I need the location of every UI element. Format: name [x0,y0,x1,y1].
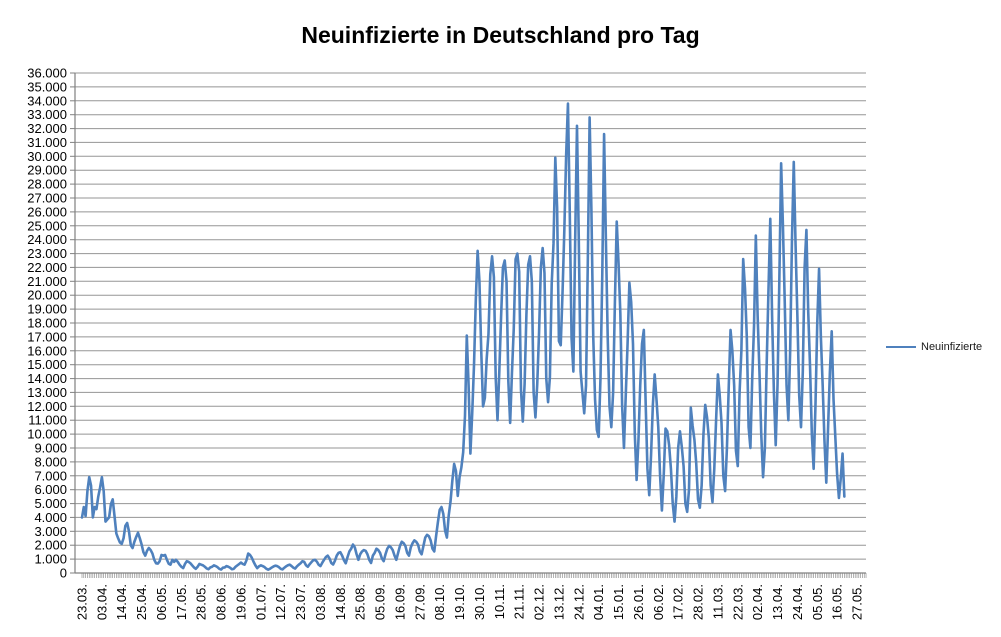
svg-text:32.000: 32.000 [27,121,67,136]
svg-text:34.000: 34.000 [27,93,67,108]
svg-text:19.06.: 19.06. [233,584,248,620]
svg-text:23.07.: 23.07. [293,584,308,620]
svg-text:16.05.: 16.05. [830,584,845,620]
svg-text:24.04.: 24.04. [790,584,805,620]
svg-text:9.000: 9.000 [34,441,67,456]
svg-text:10.000: 10.000 [27,427,67,442]
svg-text:01.07.: 01.07. [253,584,268,620]
chart-title: Neuinfizierte in Deutschland pro Tag [301,22,700,48]
svg-text:28.05.: 28.05. [194,584,209,620]
svg-text:4.000: 4.000 [34,510,67,525]
svg-text:8.000: 8.000 [34,454,67,469]
svg-text:02.12.: 02.12. [532,584,547,620]
svg-text:28.02.: 28.02. [691,584,706,620]
svg-text:23.000: 23.000 [27,246,67,261]
svg-text:33.000: 33.000 [27,107,67,122]
svg-text:24.12.: 24.12. [571,584,586,620]
svg-text:22.03.: 22.03. [730,584,745,620]
svg-text:27.05.: 27.05. [850,584,865,620]
y-axis-ticks [70,72,75,574]
svg-text:25.08.: 25.08. [353,584,368,620]
svg-text:29.000: 29.000 [27,163,67,178]
svg-text:08.06.: 08.06. [214,584,229,620]
svg-text:13.000: 13.000 [27,385,67,400]
svg-text:14.000: 14.000 [27,371,67,386]
svg-text:2.000: 2.000 [34,538,67,553]
svg-text:30.10.: 30.10. [472,584,487,620]
svg-text:6.000: 6.000 [34,482,67,497]
svg-text:7.000: 7.000 [34,468,67,483]
svg-text:19.10.: 19.10. [452,584,467,620]
svg-text:22.000: 22.000 [27,260,67,275]
svg-text:06.05.: 06.05. [154,584,169,620]
svg-text:36.000: 36.000 [27,66,67,81]
svg-text:35.000: 35.000 [27,79,67,94]
svg-text:26.000: 26.000 [27,204,67,219]
svg-text:05.09.: 05.09. [373,584,388,620]
svg-text:05.05.: 05.05. [810,584,825,620]
svg-text:17.000: 17.000 [27,329,67,344]
svg-text:03.04.: 03.04. [94,584,109,620]
svg-text:20.000: 20.000 [27,288,67,303]
svg-text:04.01.: 04.01. [591,584,606,620]
svg-text:06.02.: 06.02. [651,584,666,620]
svg-text:16.09.: 16.09. [392,584,407,620]
svg-text:03.08.: 03.08. [313,584,328,620]
svg-text:18.000: 18.000 [27,316,67,331]
svg-text:3.000: 3.000 [34,524,67,539]
gridlines [75,72,866,560]
svg-text:11.03.: 11.03. [710,584,725,619]
svg-text:13.12.: 13.12. [551,584,566,620]
svg-text:08.10.: 08.10. [432,584,447,620]
svg-text:30.000: 30.000 [27,149,67,164]
x-axis-ticks [81,573,867,578]
svg-text:21.11.: 21.11. [512,584,527,619]
svg-text:02.04.: 02.04. [750,584,765,620]
svg-text:21.000: 21.000 [27,274,67,289]
svg-text:14.08.: 14.08. [333,584,348,620]
svg-text:17.02.: 17.02. [671,584,686,620]
svg-text:26.01.: 26.01. [631,584,646,620]
legend-line-swatch [886,346,916,348]
svg-text:25.04.: 25.04. [134,584,149,620]
svg-text:5.000: 5.000 [34,496,67,511]
svg-text:16.000: 16.000 [27,343,67,358]
svg-text:1.000: 1.000 [34,552,67,567]
svg-text:28.000: 28.000 [27,177,67,192]
svg-text:0: 0 [60,566,67,581]
svg-text:24.000: 24.000 [27,232,67,247]
svg-text:23.03.: 23.03. [75,584,90,620]
svg-text:19.000: 19.000 [27,302,67,317]
legend-series-label: Neuinfizierte [921,341,983,353]
svg-text:27.000: 27.000 [27,191,67,206]
data-line-neuinfizierte [80,102,846,571]
svg-text:15.000: 15.000 [27,357,67,372]
svg-text:31.000: 31.000 [27,135,67,150]
svg-text:14.04.: 14.04. [114,584,129,620]
svg-text:10.11.: 10.11. [492,584,507,619]
svg-text:25.000: 25.000 [27,218,67,233]
svg-text:27.09.: 27.09. [412,584,427,620]
svg-text:13.04.: 13.04. [770,584,785,620]
legend: Neuinfizierte [886,341,982,353]
svg-text:12.000: 12.000 [27,399,67,414]
svg-text:11.000: 11.000 [28,413,67,428]
svg-text:17.05.: 17.05. [174,584,189,620]
y-tick-labels: 01.0002.0003.0004.0005.0006.0007.0008.00… [27,66,67,581]
svg-text:12.07.: 12.07. [273,584,288,620]
svg-text:15.01.: 15.01. [611,584,626,620]
x-tick-labels: 23.03. 03.04. 14.04. 25.04. 06.05. 17.05. 28.0… [75,584,865,620]
